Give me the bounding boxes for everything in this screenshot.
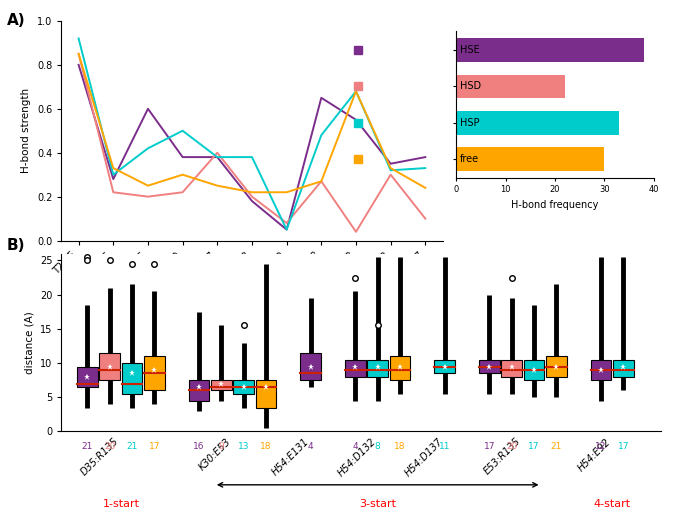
Text: B): B) — [7, 238, 25, 253]
Text: 21: 21 — [551, 442, 562, 451]
Bar — [211, 380, 232, 391]
Bar — [501, 360, 522, 377]
Text: 4-start: 4-start — [594, 499, 631, 509]
Text: 1-start: 1-start — [165, 339, 200, 349]
Bar — [300, 353, 321, 380]
Text: 4-start: 4-start — [390, 339, 426, 349]
Text: 12: 12 — [595, 442, 607, 451]
Bar — [613, 360, 633, 377]
Text: 18: 18 — [260, 442, 272, 451]
Text: 16: 16 — [193, 442, 205, 451]
Text: 11: 11 — [439, 442, 450, 451]
Text: 3-start: 3-start — [321, 339, 356, 349]
Bar — [479, 360, 500, 373]
Bar — [122, 363, 142, 394]
Bar — [456, 111, 619, 135]
Text: HSD: HSD — [460, 82, 481, 92]
X-axis label: H-bond frequency: H-bond frequency — [511, 200, 599, 210]
Text: 13: 13 — [238, 442, 249, 451]
Text: 20: 20 — [104, 442, 115, 451]
Bar — [99, 353, 120, 380]
Bar — [144, 356, 165, 391]
Text: 9: 9 — [219, 442, 224, 451]
Text: 21: 21 — [82, 442, 93, 451]
Bar — [77, 367, 97, 387]
Text: 17: 17 — [148, 442, 160, 451]
Text: 18: 18 — [394, 442, 406, 451]
Bar — [368, 360, 388, 377]
Text: 20: 20 — [506, 442, 518, 451]
Bar — [234, 380, 254, 394]
Bar — [524, 360, 544, 380]
Text: 3-start: 3-start — [359, 499, 396, 509]
Text: free: free — [460, 154, 479, 164]
Bar — [546, 356, 567, 377]
Text: 17: 17 — [528, 442, 540, 451]
Bar — [456, 38, 644, 62]
Bar — [189, 380, 209, 401]
Text: 4: 4 — [353, 442, 358, 451]
Text: 1-start: 1-start — [102, 499, 140, 509]
Text: 8: 8 — [375, 442, 381, 451]
Bar — [345, 360, 366, 377]
Y-axis label: distance (A): distance (A) — [25, 311, 34, 374]
Y-axis label: H-bond strength: H-bond strength — [21, 88, 31, 173]
Text: 17: 17 — [484, 442, 495, 451]
Text: 17: 17 — [618, 442, 629, 451]
Text: HSE: HSE — [460, 45, 480, 55]
Text: 21: 21 — [126, 442, 138, 451]
Bar — [591, 360, 612, 380]
Bar — [434, 360, 455, 373]
Bar — [456, 74, 565, 98]
Bar — [456, 147, 605, 171]
Bar — [390, 356, 410, 380]
Bar — [256, 380, 276, 407]
Text: 4: 4 — [308, 442, 313, 451]
Text: A): A) — [7, 13, 25, 28]
Text: HSP: HSP — [460, 118, 479, 128]
